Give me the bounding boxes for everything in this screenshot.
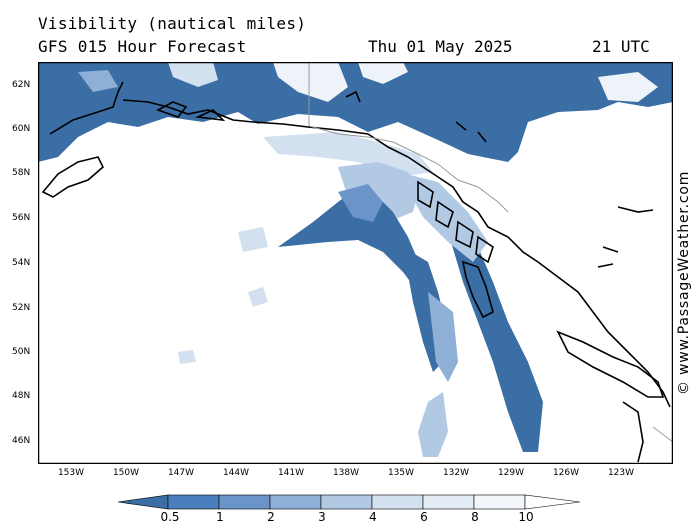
lat-label: 48N (12, 391, 31, 401)
credit-text: © www.PassageWeather.com (676, 170, 692, 395)
visibility-map (38, 62, 673, 464)
colorbar-label: 4 (369, 510, 377, 524)
colorbar-label: 3 (318, 510, 326, 524)
colorbar-label: 8 (471, 510, 479, 524)
colorbar-label: 1 (216, 510, 224, 524)
lon-label: 132W (442, 468, 470, 478)
colorbar-label: 2 (267, 510, 275, 524)
map-frame (38, 62, 673, 464)
lat-label: 60N (12, 124, 31, 134)
lat-label: 62N (12, 80, 31, 90)
colorbar-bin (371, 494, 424, 510)
lon-label: 138W (332, 468, 360, 478)
forecast-date: Thu 01 May 2025 (368, 37, 513, 56)
lon-label: 126W (552, 468, 580, 478)
lat-label: 46N (12, 436, 31, 446)
lon-label: 150W (112, 468, 140, 478)
forecast-time: 21 UTC (592, 37, 650, 56)
visibility-field (38, 62, 673, 457)
colorbar-bin (218, 494, 271, 510)
colorbar-low-arrow (118, 494, 169, 510)
colorbar (118, 494, 581, 510)
lon-label: 123W (607, 468, 635, 478)
lat-label: 50N (12, 347, 31, 357)
colorbar-high-arrow (524, 494, 581, 510)
colorbar-bin (320, 494, 373, 510)
colorbar-label: 6 (420, 510, 428, 524)
lat-label: 54N (12, 258, 31, 268)
colorbar-label: 0.5 (160, 510, 180, 524)
colorbar-bin (473, 494, 526, 510)
lat-label: 52N (12, 303, 31, 313)
colorbar-bin (269, 494, 322, 510)
lon-label: 147W (167, 468, 195, 478)
lat-label: 56N (12, 213, 31, 223)
lon-label: 135W (387, 468, 415, 478)
lon-label: 153W (57, 468, 85, 478)
lon-label: 129W (497, 468, 525, 478)
map-title: Visibility (nautical miles) (38, 14, 307, 33)
map-subtitle: GFS 015 Hour Forecast (38, 37, 247, 56)
coastline (41, 81, 671, 463)
lon-label: 141W (277, 468, 305, 478)
colorbar-bin (167, 494, 220, 510)
colorbar-bin (422, 494, 475, 510)
lon-label: 144W (222, 468, 250, 478)
colorbar-label: 10 (518, 510, 534, 524)
political-border (308, 62, 673, 443)
lat-label: 58N (12, 168, 31, 178)
